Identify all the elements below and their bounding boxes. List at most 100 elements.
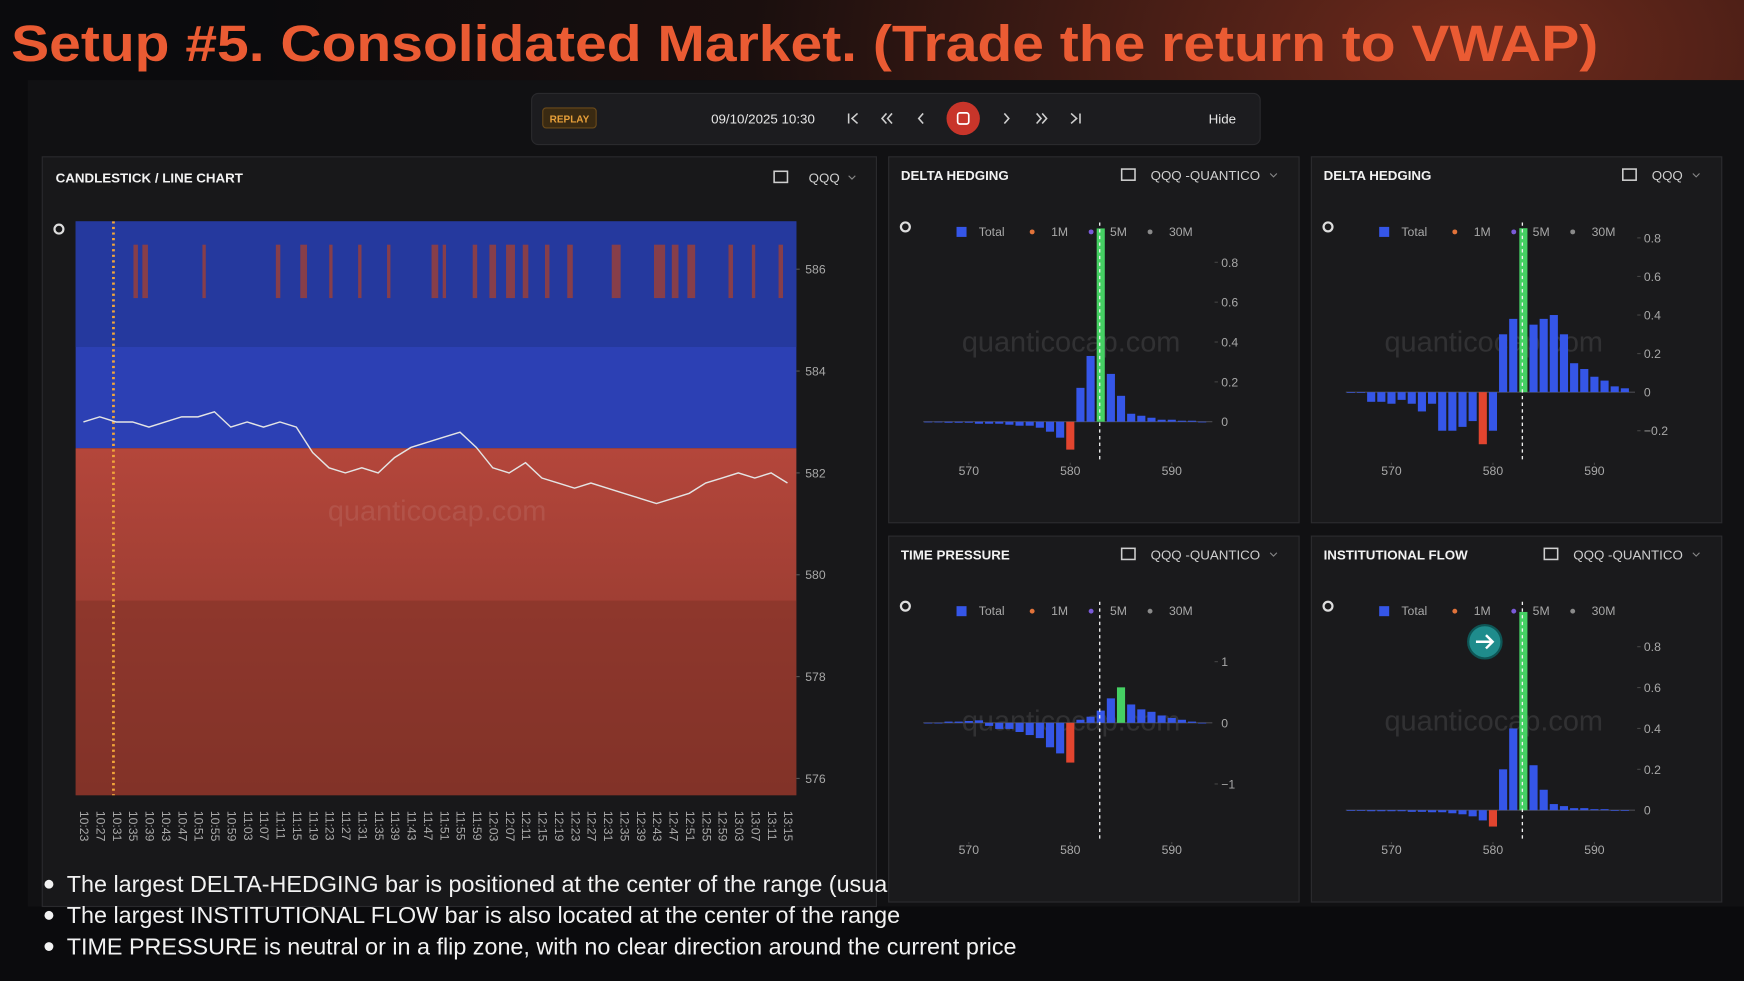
- bar: [1106, 373, 1115, 422]
- bar: [1076, 719, 1085, 723]
- legend-swatch: [1379, 606, 1390, 617]
- bar: [1417, 810, 1426, 812]
- bar: [1600, 380, 1609, 393]
- legend-swatch: [1147, 229, 1153, 235]
- x-tick-label: 13:03: [732, 811, 746, 842]
- settings-icon[interactable]: [899, 600, 911, 612]
- stop-button[interactable]: [946, 101, 980, 136]
- bar: [1397, 810, 1406, 812]
- settings-icon[interactable]: [1322, 600, 1334, 612]
- legend-label[interactable]: Total: [1401, 225, 1427, 239]
- bar: [1610, 386, 1619, 393]
- x-tick-label: 570: [959, 464, 980, 478]
- window-icon[interactable]: [773, 170, 789, 184]
- legend-label[interactable]: 1M: [1474, 604, 1491, 618]
- bar: [1387, 392, 1396, 404]
- heat-stripe: [522, 244, 529, 299]
- heat-stripe: [472, 244, 478, 299]
- first-button[interactable]: [847, 112, 859, 125]
- bar: [1539, 789, 1548, 811]
- back-button[interactable]: [917, 112, 924, 124]
- legend-label[interactable]: Total: [1401, 604, 1427, 618]
- x-tick-label: 12:59: [716, 811, 730, 842]
- legend-label[interactable]: 30M: [1169, 604, 1193, 618]
- legend-swatch: [1570, 608, 1576, 614]
- bar: [1377, 810, 1386, 812]
- bar: [1356, 392, 1366, 393]
- histogram-panel: DELTA HEDGING QQQ -QUANTICO Total 1M 5M 30M qu…: [888, 156, 1300, 524]
- legend-label[interactable]: 30M: [1169, 225, 1193, 239]
- fast-back-button[interactable]: [880, 112, 893, 124]
- y-tick-label: 586: [805, 263, 826, 277]
- legend-label[interactable]: 30M: [1592, 225, 1616, 239]
- x-tick-label: 10:51: [192, 811, 206, 842]
- legend-label[interactable]: 1M: [1051, 604, 1068, 618]
- window-icon[interactable]: [1543, 547, 1559, 561]
- legend-label[interactable]: 5M: [1110, 225, 1127, 239]
- settings-icon[interactable]: [53, 223, 65, 235]
- fast-forward-button[interactable]: [1036, 112, 1048, 124]
- y-tick-label: 0.6: [1221, 296, 1238, 310]
- bar: [1096, 228, 1105, 422]
- bar: [1137, 709, 1146, 723]
- legend-swatch: [1029, 229, 1035, 235]
- bar: [1086, 716, 1095, 723]
- symbol-select[interactable]: QQQ: [809, 170, 840, 185]
- heat-stripe: [442, 244, 447, 299]
- y-tick-label: 0: [1644, 386, 1651, 400]
- legend-label[interactable]: 1M: [1474, 225, 1491, 239]
- watermark: quanticocap.com: [962, 326, 1181, 358]
- bar: [1127, 413, 1136, 422]
- watermark: quanticocap.com: [1384, 706, 1603, 738]
- last-button[interactable]: [1070, 112, 1081, 125]
- bar: [924, 722, 933, 724]
- bar: [1570, 363, 1579, 393]
- chevron: [1269, 552, 1278, 557]
- settings-icon[interactable]: [1322, 221, 1334, 233]
- hide-button[interactable]: Hide: [1209, 111, 1236, 126]
- bar: [1015, 421, 1024, 426]
- legend-label[interactable]: Total: [979, 604, 1005, 618]
- bar: [1137, 415, 1146, 422]
- x-tick-label: 11:27: [339, 811, 353, 841]
- symbol-select[interactable]: QQQ -QUANTICO: [1151, 547, 1261, 562]
- bar: [1116, 395, 1126, 422]
- bar: [954, 721, 963, 723]
- bar: [1045, 722, 1055, 748]
- symbol-select[interactable]: QQQ -QUANTICO: [1573, 547, 1683, 562]
- legend-swatch: [1147, 608, 1153, 614]
- bar: [1620, 810, 1629, 811]
- x-tick-label: 11:55: [454, 811, 468, 841]
- bar: [924, 421, 933, 423]
- x-tick-label: 590: [1584, 843, 1605, 857]
- bar: [1559, 806, 1569, 811]
- symbol-select[interactable]: QQQ -QUANTICO: [1151, 168, 1261, 183]
- window-icon[interactable]: [1622, 168, 1637, 181]
- bar: [1529, 765, 1538, 811]
- panel-title: DELTA HEDGING: [901, 168, 1009, 183]
- forward-button[interactable]: [1003, 112, 1010, 124]
- legend-label[interactable]: Total: [979, 225, 1005, 239]
- symbol-select[interactable]: QQQ: [1652, 168, 1683, 183]
- y-tick-label: 1: [1221, 655, 1228, 669]
- window-icon[interactable]: [1120, 547, 1136, 561]
- legend-label[interactable]: 5M: [1533, 225, 1550, 239]
- x-tick-label: 12:15: [536, 811, 550, 842]
- x-tick-label: 590: [1584, 464, 1605, 478]
- x-tick-label: 11:23: [323, 811, 337, 841]
- x-tick-label: 10:47: [175, 811, 189, 842]
- bar: [1096, 710, 1105, 723]
- bar: [974, 720, 984, 723]
- heat-stripe: [611, 244, 621, 299]
- bar: [1428, 810, 1437, 813]
- bar: [1066, 722, 1075, 763]
- x-tick-label: 10:23: [77, 811, 91, 842]
- x-tick-label: 10:27: [93, 811, 107, 842]
- settings-icon[interactable]: [899, 221, 911, 233]
- legend-label[interactable]: 1M: [1051, 225, 1068, 239]
- window-icon[interactable]: [1120, 168, 1136, 181]
- panel-bg: [1310, 535, 1723, 903]
- legend-label[interactable]: 5M: [1533, 604, 1550, 618]
- legend-label[interactable]: 5M: [1110, 604, 1127, 618]
- legend-label[interactable]: 30M: [1592, 604, 1616, 618]
